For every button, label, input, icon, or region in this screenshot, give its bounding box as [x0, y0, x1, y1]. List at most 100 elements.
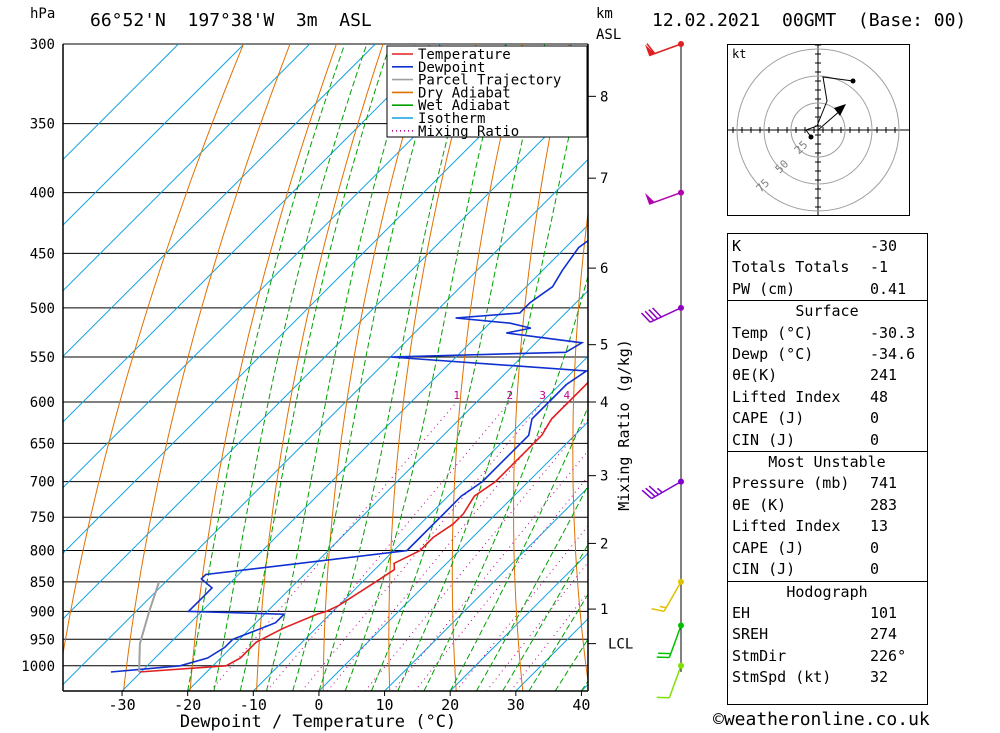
index-row: Temp (°C) -30.3	[727, 323, 927, 344]
height-tick-label: 2	[600, 536, 608, 552]
index-value: 32	[870, 668, 889, 687]
wind-barb-staff	[648, 191, 682, 205]
wet-adiabat-line	[423, 274, 588, 691]
x-tick-label: -20	[174, 696, 201, 714]
index-value: 226°	[870, 646, 907, 665]
index-value: 13	[870, 517, 889, 536]
index-label: K	[732, 237, 742, 255]
index-value: -30	[870, 237, 898, 255]
x-tick-label: 30	[507, 696, 525, 714]
wind-barb-flag	[652, 307, 662, 318]
pressure-tick-label: 750	[30, 510, 55, 526]
height-tick-label: 4	[600, 395, 608, 411]
index-row: Lifted Index 48	[727, 387, 927, 408]
hodograph-ring	[763, 75, 873, 185]
isotherm-line	[63, 44, 442, 423]
isotherm-line	[187, 289, 588, 691]
isotherm-line	[63, 93, 588, 620]
index-label: Temp (°C)	[732, 323, 814, 342]
pressure-tick-label: 1000	[21, 659, 55, 675]
wind-barb	[644, 41, 684, 57]
index-row: K -30	[727, 236, 927, 257]
index-value: 101	[870, 603, 898, 622]
mixing-ratio-tick-label: 4	[564, 389, 571, 402]
mixing-ratio-labels: 1 2 3 4	[453, 389, 570, 402]
pressure-tick-label: 300	[30, 37, 55, 53]
index-row: θE (K) 283	[727, 495, 927, 516]
index-label: StmDir	[732, 646, 787, 665]
height-tick-label: 5	[600, 338, 608, 354]
wind-barb-half-flag	[656, 487, 663, 494]
index-row: StmDir 226°	[727, 646, 927, 667]
index-value: 0	[870, 430, 880, 449]
index-row: Totals Totals -1	[727, 257, 927, 278]
wet-adiabat-line	[292, 44, 443, 691]
index-label: Dewp (°C)	[732, 345, 814, 364]
wind-barb-staff	[668, 665, 682, 699]
surface-section-title: Surface	[727, 300, 927, 323]
most-unstable-section-title: Most Unstable	[727, 451, 927, 474]
wind-barb-staff	[651, 480, 682, 500]
pressure-tick-label: 700	[30, 475, 55, 491]
index-value: 283	[870, 495, 898, 514]
index-row: Lifted Index 13	[727, 516, 927, 537]
isotherm-line	[63, 44, 179, 161]
x-tick-label: 0	[314, 696, 323, 714]
isotherm-line	[63, 158, 588, 686]
index-row: θE(K) 241	[727, 365, 927, 386]
wind-barb	[644, 189, 684, 205]
mixing-ratio-line	[210, 401, 458, 691]
dry-adiabat-line	[388, 44, 477, 691]
pressure-tick-label: 600	[30, 395, 55, 411]
wet-adiabat-line	[213, 44, 368, 691]
x-tick-label: -10	[240, 696, 267, 714]
wind-barb-flag	[648, 309, 659, 320]
wind-barb	[656, 622, 684, 659]
height-tick-label: 8	[600, 89, 608, 105]
index-label: θE(K)	[732, 366, 778, 385]
dry-adiabat-line	[256, 44, 384, 691]
index-value: 741	[870, 474, 898, 493]
wind-level-dot	[678, 622, 684, 629]
wind-barb-staff	[668, 625, 682, 658]
dry-adiabat-line	[63, 44, 244, 657]
index-value: 0	[870, 409, 880, 428]
wind-barb-staff	[648, 43, 682, 57]
dry-adiabat-line	[322, 44, 431, 691]
height-unit-asl-label: ASL	[596, 27, 622, 43]
index-value: 241	[870, 366, 898, 385]
index-row: EH 101	[727, 603, 927, 624]
mixing-ratio-line	[392, 450, 588, 691]
wet-adiabat-line	[265, 44, 416, 691]
hodograph-trace	[805, 76, 854, 138]
wind-barb-staff	[649, 307, 682, 323]
pressure-tick-label: 450	[30, 246, 55, 262]
dry-adiabat-line	[451, 44, 524, 691]
wet-adiabat-line	[397, 47, 588, 691]
x-axis-title: Dewpoint / Temperature (°C)	[180, 712, 456, 732]
index-value: 0	[870, 538, 880, 557]
legend-entry: Temperature	[418, 47, 511, 63]
wind-level-dot	[678, 304, 684, 311]
wind-barb-staff	[663, 581, 682, 612]
wet-adiabat-line	[187, 44, 346, 691]
storm-motion-vector	[817, 109, 842, 131]
wet-adiabat-line	[528, 593, 588, 691]
index-label: CAPE (J)	[732, 409, 805, 428]
legend-entry: Isotherm	[418, 111, 485, 127]
isotherm-line	[449, 552, 588, 691]
series-temperature-line	[139, 381, 588, 673]
isotherm-line	[63, 44, 573, 554]
wind-level-dot	[678, 662, 684, 669]
index-value: 274	[870, 625, 898, 644]
isotherm-line	[252, 355, 588, 691]
index-value: -30.3	[870, 323, 916, 342]
height-tick-label: LCL	[608, 637, 633, 653]
wind-level-dot	[678, 189, 684, 196]
wind-barb-flag	[640, 312, 651, 323]
wind-barb-flag	[641, 489, 653, 500]
wind-level-dot	[678, 41, 684, 47]
wet-adiabat-line	[370, 44, 546, 691]
